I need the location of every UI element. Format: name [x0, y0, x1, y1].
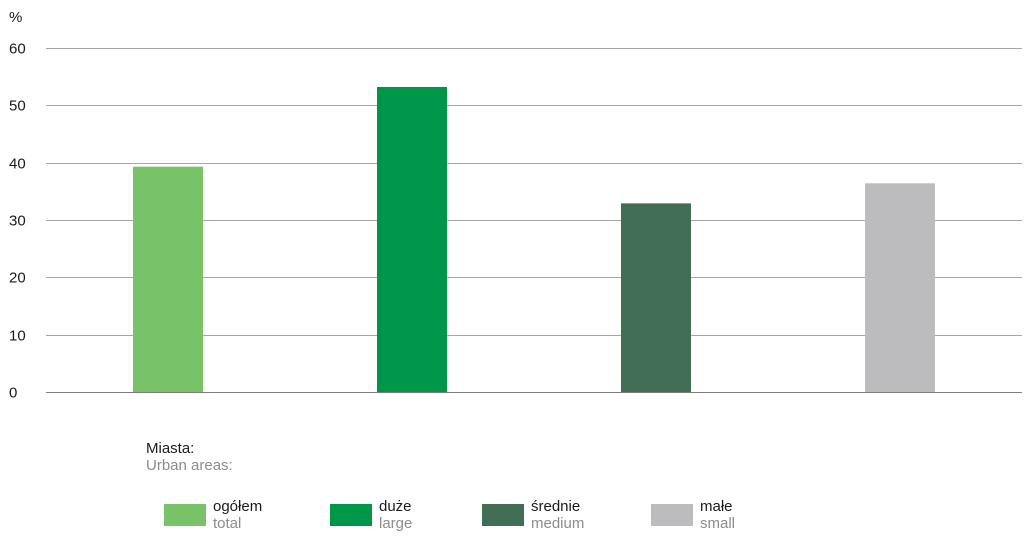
y-axis-tick-labels: 0 10 20 30 40 50 60 [9, 41, 26, 402]
legend-sublabel-total: total [213, 515, 242, 532]
legend-swatch-medium [482, 504, 524, 526]
legend-title-english: Urban areas: [146, 457, 233, 474]
y-tick-label: 10 [9, 328, 26, 345]
legend-swatch-total [164, 504, 206, 526]
gridlines [46, 48, 1022, 393]
legend-sublabel-small: small [700, 515, 736, 532]
legend-label-total: ogółem [213, 498, 263, 515]
legend-sublabel-large: large [379, 515, 413, 532]
legend-sublabel-medium: medium [531, 515, 585, 532]
legend-label-medium: średnie [531, 498, 581, 515]
bar-small [865, 183, 935, 392]
y-tick-label: 60 [9, 41, 26, 58]
bar-chart: % 0 10 20 30 40 50 60 [9, 9, 1022, 402]
legend-title: Miasta: Urban areas: [146, 440, 233, 474]
legend-label-large: duże [379, 498, 412, 515]
bars [133, 86, 935, 392]
legend-label-small: małe [700, 498, 733, 515]
legend: ogółem total duże large średnie medium m… [0, 498, 1025, 536]
y-axis-unit-label: % [9, 9, 22, 26]
bar-medium [621, 203, 691, 392]
legend-title-polish: Miasta: [146, 440, 195, 457]
y-tick-label: 0 [9, 385, 17, 402]
bar-total [133, 166, 203, 392]
y-tick-label: 20 [9, 270, 26, 287]
bar-large [377, 86, 447, 392]
y-tick-label: 30 [9, 213, 26, 230]
y-tick-label: 50 [9, 98, 26, 115]
legend-swatch-large [330, 504, 372, 526]
y-tick-label: 40 [9, 156, 26, 173]
legend-swatch-small [651, 504, 693, 526]
